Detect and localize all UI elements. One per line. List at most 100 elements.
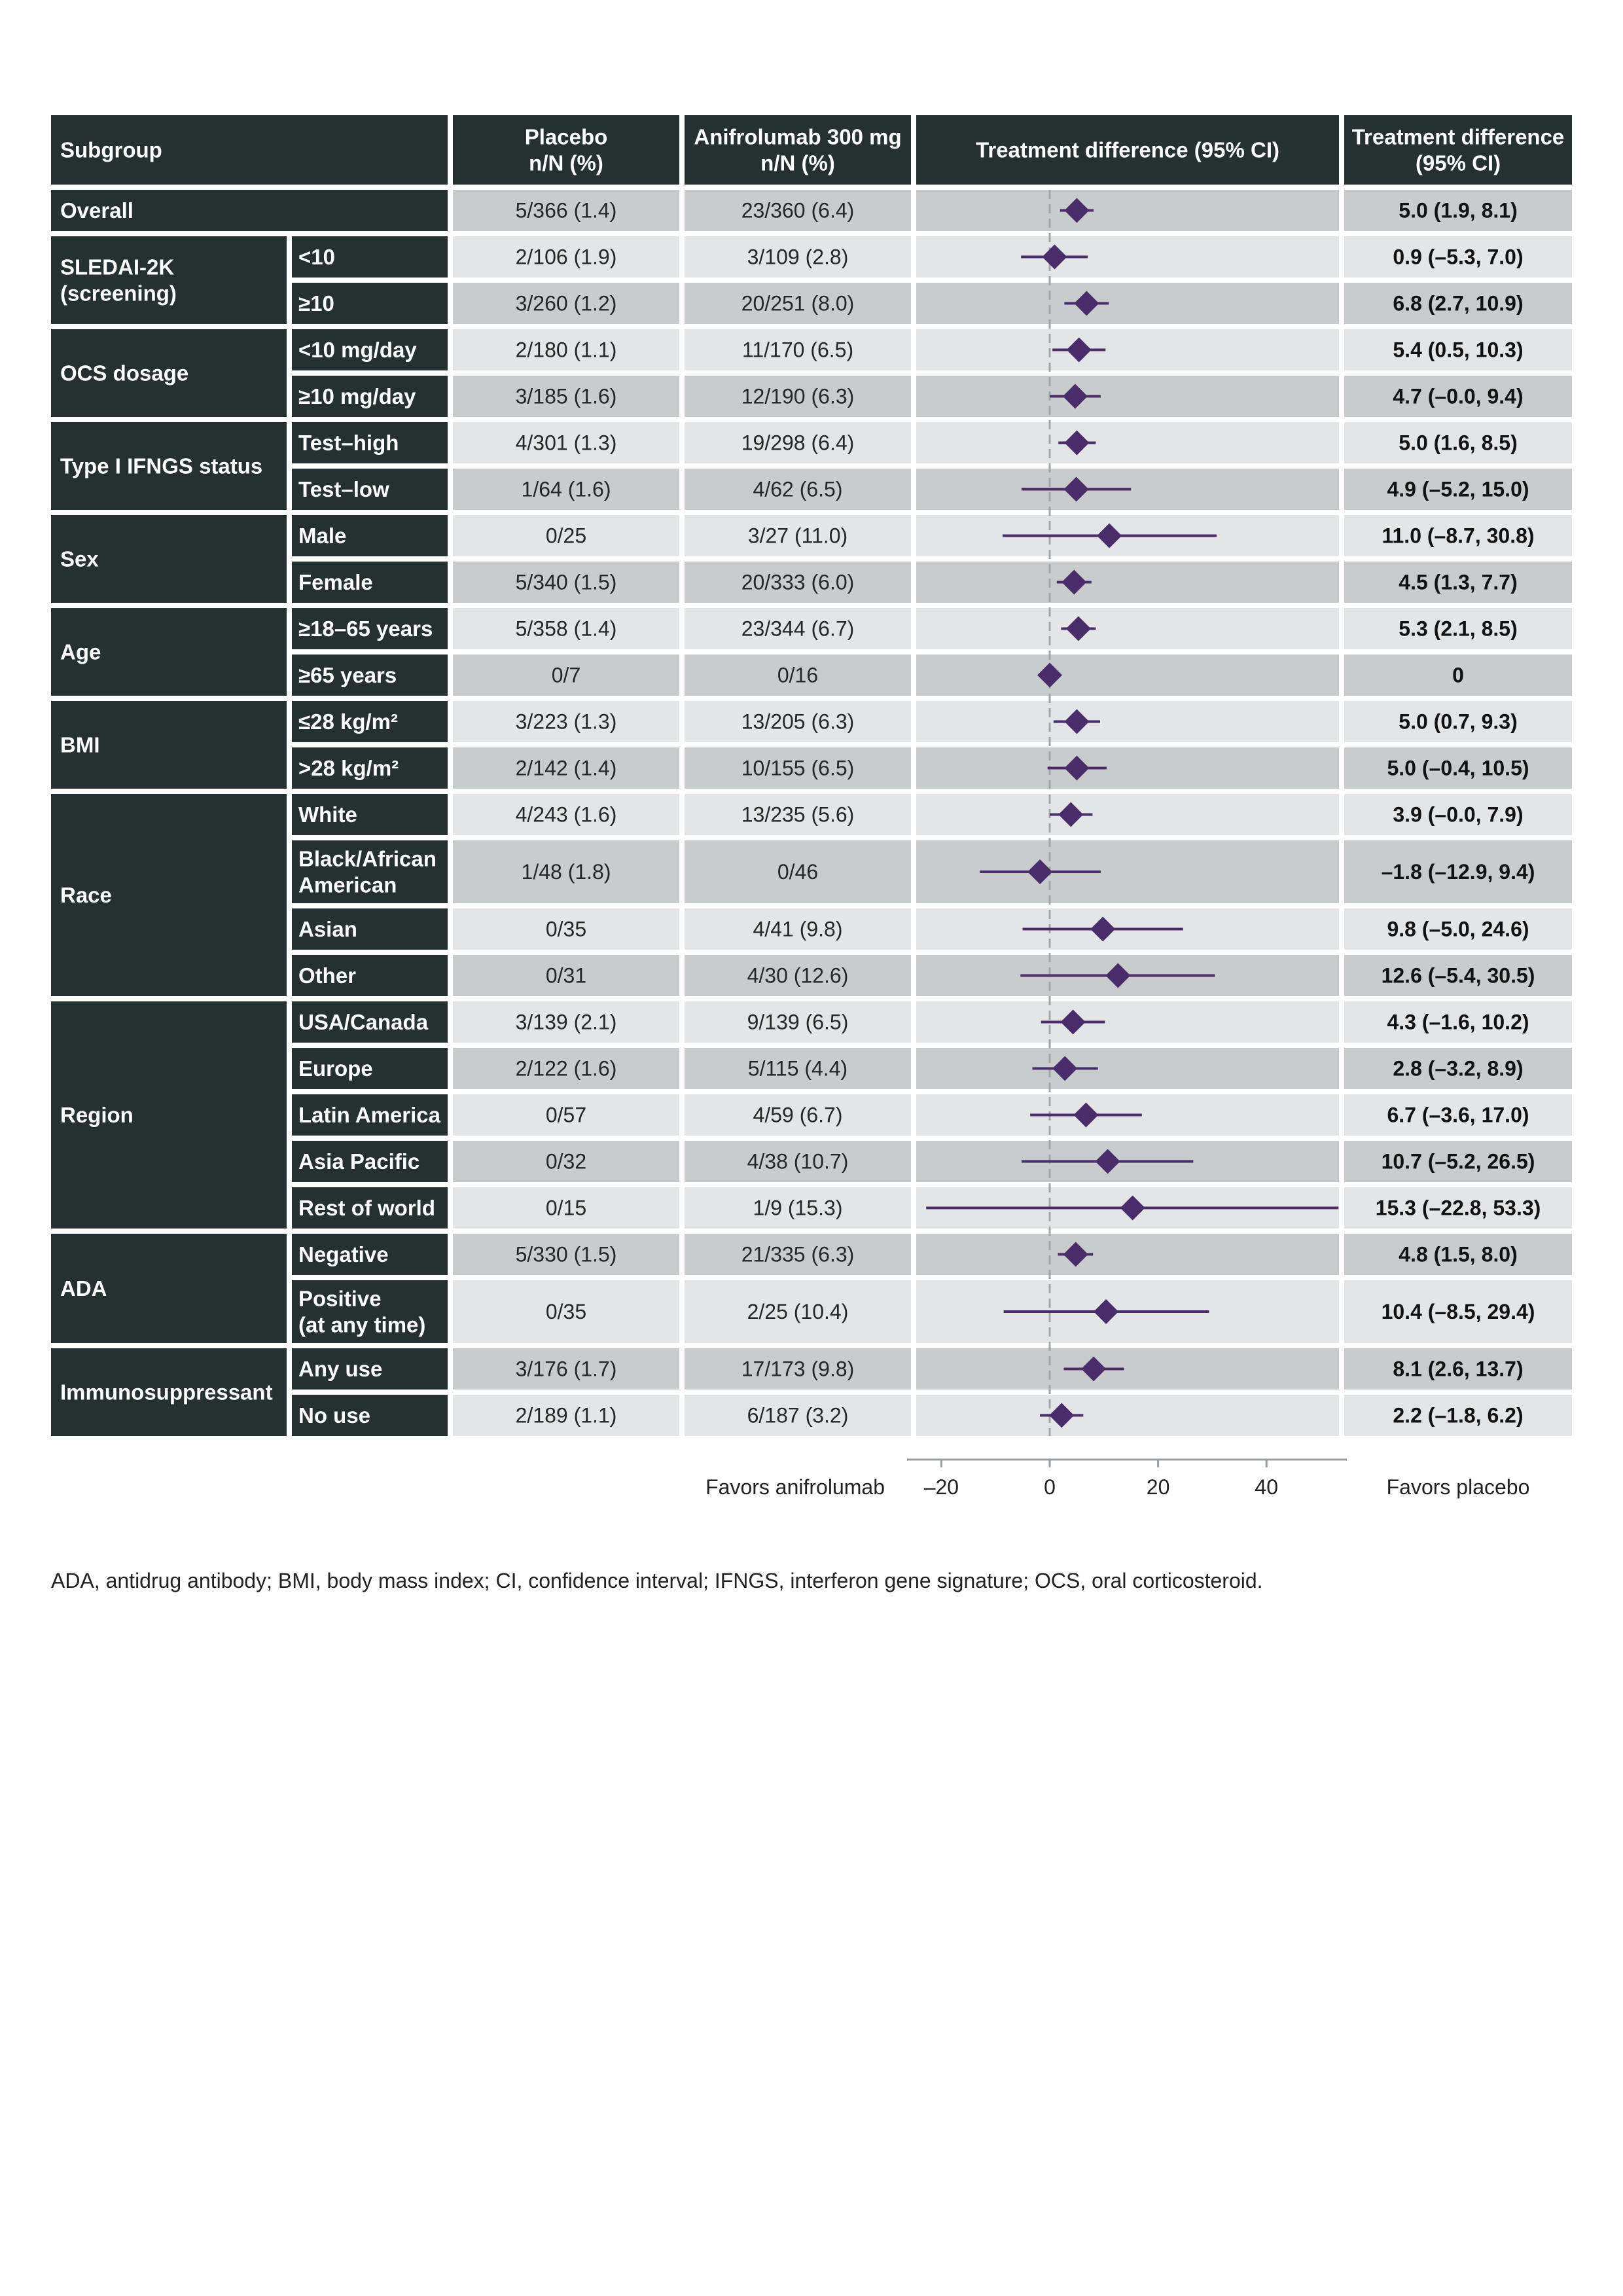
- subgroup-label: >28 kg/m²: [298, 756, 399, 780]
- subgroup-label: Other: [298, 963, 356, 988]
- row-band: [685, 747, 911, 789]
- row-band: [685, 1348, 911, 1390]
- placebo-value: 2/106 (1.9): [516, 245, 617, 269]
- estimate-diamond: [1063, 476, 1089, 502]
- subgroup-cell: [292, 469, 448, 510]
- group-cell: [51, 190, 448, 231]
- header-forest: Treatment difference (95% CI): [976, 138, 1279, 162]
- subgroup-label: Asia Pacific: [298, 1149, 419, 1174]
- placebo-value: 4/301 (1.3): [516, 431, 617, 455]
- row-band: [916, 1348, 1339, 1390]
- row-band: [685, 1234, 911, 1275]
- estimate-diamond: [1064, 430, 1090, 456]
- estimate-diamond: [1081, 1356, 1107, 1382]
- anifrolumab-value: 0/46: [777, 860, 818, 884]
- anifrolumab-value: 5/115 (4.4): [748, 1057, 847, 1081]
- row-band: [685, 562, 911, 603]
- anifrolumab-value: 21/335 (6.3): [741, 1243, 855, 1266]
- placebo-value: 2/142 (1.4): [516, 757, 617, 780]
- header-anifrolumab: n/N (%): [760, 151, 835, 175]
- group-cell: [51, 329, 287, 417]
- row-band: [685, 1280, 911, 1343]
- x-tick-label: –20: [924, 1475, 959, 1499]
- row-band: [453, 422, 679, 463]
- subgroup-label: Black/African: [298, 847, 437, 871]
- header-subgroup-cell: [51, 115, 448, 185]
- anifrolumab-value: 20/251 (8.0): [741, 292, 855, 315]
- difference-value: 8.1 (2.6, 13.7): [1393, 1357, 1523, 1381]
- subgroup-label: USA/Canada: [298, 1010, 429, 1034]
- row-band: [453, 747, 679, 789]
- row-band: [685, 329, 911, 370]
- header-difference: Treatment difference: [1352, 125, 1565, 149]
- header-anifrolumab: Anifrolumab 300 mg: [694, 125, 901, 149]
- row-band: [1344, 190, 1572, 231]
- subgroup-label: No use: [298, 1403, 370, 1427]
- subgroup-label: <10: [298, 245, 335, 269]
- row-band: [1344, 283, 1572, 324]
- row-band: [916, 655, 1339, 696]
- header-anifrolumab-cell: [685, 115, 911, 185]
- difference-value: 11.0 (–8.7, 30.8): [1382, 524, 1534, 548]
- row-band: [685, 1141, 911, 1182]
- row-band: [916, 376, 1339, 417]
- placebo-value: 0/25: [546, 524, 586, 548]
- estimate-diamond: [1052, 1056, 1078, 1081]
- group-label: Overall: [60, 198, 134, 223]
- anifrolumab-value: 9/139 (6.5): [747, 1011, 849, 1034]
- row-band: [685, 283, 911, 324]
- placebo-value: 0/32: [546, 1150, 586, 1174]
- difference-value: 5.3 (2.1, 8.5): [1399, 617, 1517, 641]
- anifrolumab-value: 4/41 (9.8): [753, 918, 843, 941]
- placebo-value: 3/185 (1.6): [516, 385, 617, 408]
- difference-value: 6.7 (–3.6, 17.0): [1387, 1103, 1529, 1127]
- difference-value: 0.9 (–5.3, 7.0): [1393, 245, 1523, 269]
- row-band: [1344, 422, 1572, 463]
- row-band: [1344, 655, 1572, 696]
- placebo-value: 0/15: [546, 1196, 586, 1220]
- difference-value: 9.8 (–5.0, 24.6): [1387, 918, 1529, 941]
- anifrolumab-value: 4/62 (6.5): [753, 478, 843, 501]
- row-band: [1344, 1348, 1572, 1390]
- subgroup-cell: [292, 376, 448, 417]
- group-label: BMI: [60, 733, 100, 757]
- header-difference-cell: [1344, 115, 1572, 185]
- group-cell: [51, 608, 287, 696]
- anifrolumab-value: 2/25 (10.4): [747, 1300, 849, 1323]
- anifrolumab-value: 12/190 (6.3): [741, 385, 855, 408]
- row-band: [1344, 701, 1572, 742]
- row-band: [916, 840, 1339, 903]
- row-band: [453, 329, 679, 370]
- row-band: [685, 955, 911, 996]
- x-tick-label: 20: [1147, 1475, 1170, 1499]
- estimate-diamond: [1074, 291, 1099, 316]
- anifrolumab-value: 11/170 (6.5): [742, 338, 853, 362]
- subgroup-cell: [292, 747, 448, 789]
- estimate-diamond: [1037, 662, 1062, 688]
- anifrolumab-value: 23/360 (6.4): [741, 199, 855, 223]
- anifrolumab-value: 23/344 (6.7): [741, 617, 855, 641]
- row-band: [685, 1187, 911, 1229]
- subgroup-cell: [292, 329, 448, 370]
- row-band: [1344, 608, 1572, 649]
- row-band: [1344, 1234, 1572, 1275]
- row-band: [453, 1280, 679, 1343]
- row-band: [1344, 955, 1572, 996]
- header-difference: (95% CI): [1416, 151, 1501, 175]
- subgroup-label: Any use: [298, 1357, 382, 1381]
- estimate-diamond: [1061, 569, 1087, 595]
- estimate-diamond: [1058, 802, 1084, 827]
- estimate-diamond: [1090, 916, 1116, 942]
- row-band: [685, 1001, 911, 1043]
- row-band: [1344, 1280, 1572, 1343]
- difference-value: 15.3 (–22.8, 53.3): [1376, 1196, 1541, 1220]
- subgroup-label: Positive: [298, 1287, 382, 1311]
- row-band: [916, 422, 1339, 463]
- difference-value: –1.8 (–12.9, 9.4): [1382, 860, 1535, 884]
- difference-value: 5.0 (–0.4, 10.5): [1387, 757, 1529, 780]
- row-band: [453, 1048, 679, 1089]
- row-band: [916, 1048, 1339, 1089]
- placebo-value: 5/330 (1.5): [516, 1243, 617, 1266]
- subgroup-cell: [292, 236, 448, 278]
- group-label: Type I IFNGS status: [60, 454, 262, 478]
